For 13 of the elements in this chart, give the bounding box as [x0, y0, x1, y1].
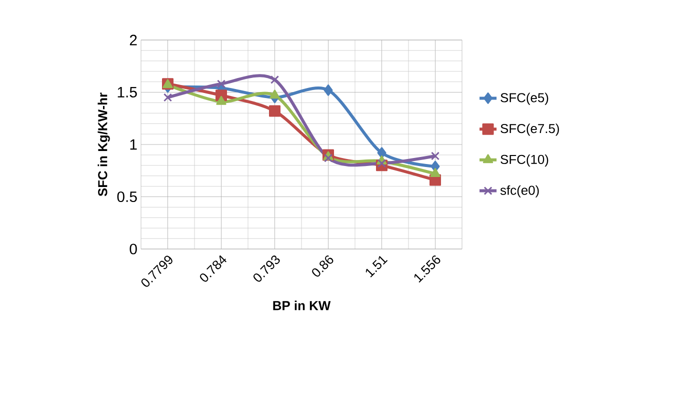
legend-label: SFC(e7.5)	[500, 124, 559, 136]
y-tick-label: 2	[130, 34, 137, 46]
x-axis-title: BP in KW	[273, 300, 331, 310]
y-tick-label: 1.5	[118, 87, 137, 98]
x-tick-label: 0.86	[312, 255, 334, 277]
y-tick-label: 1	[130, 139, 137, 150]
y-tick-label: 0.5	[117, 191, 137, 202]
legend-label: sfc(e0)	[500, 185, 539, 198]
legend-label: SFC(10)	[500, 154, 548, 167]
x-tick-label: 1.51	[366, 256, 388, 278]
legend-label: SFC(e5)	[500, 92, 548, 105]
y-axis-title: SFC in Kg/KW-hr	[98, 92, 110, 196]
y-tick-label: 0	[130, 244, 137, 254]
